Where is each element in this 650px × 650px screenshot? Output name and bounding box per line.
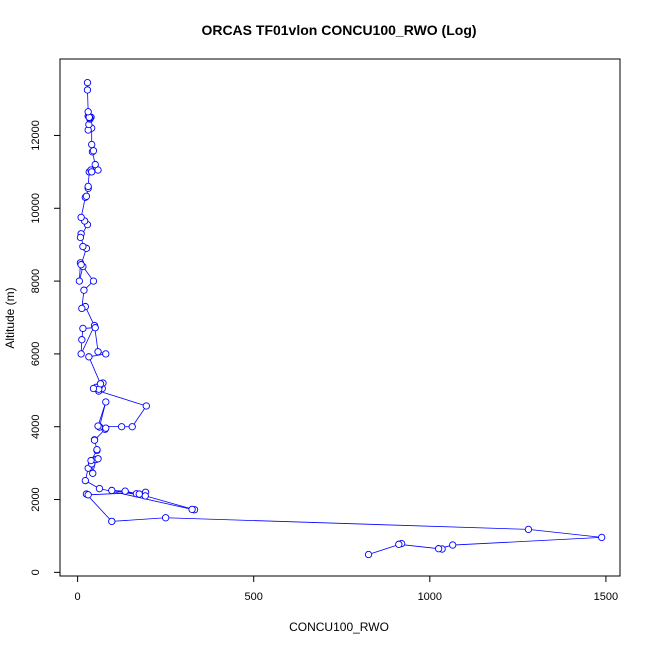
series-line-segment [80,325,95,355]
data-point [77,261,85,269]
series-line-segment [165,517,529,530]
x-tick-label: 1500 [594,591,618,603]
data-point [524,525,533,534]
data-point [449,541,457,549]
data-point [82,192,91,200]
data-point [135,490,143,498]
data-point [78,336,86,344]
data-point [102,350,110,358]
series-line-segment [452,537,602,546]
data-point [75,277,84,285]
y-tick-label: 8000 [30,269,42,293]
x-axis: 0 500 1000 1500 [75,576,618,603]
series-line-segment [111,517,166,522]
series-line-segment [88,356,101,384]
data-point [121,487,129,495]
series-line-segment [86,493,113,522]
data-point [80,286,88,294]
y-tick-label: 6000 [30,342,42,366]
y-tick-label: 12000 [30,120,42,151]
data-point [88,140,96,149]
data-point [83,79,92,87]
data-point [79,324,87,333]
data-point [76,233,85,242]
x-tick-label: 1000 [418,591,442,603]
series-lines [78,82,602,555]
data-point [142,402,150,410]
data-point [79,242,87,251]
x-tick-label: 0 [75,591,81,603]
data-point [91,160,99,169]
data-point [598,533,606,542]
chart-title: ORCAS TF01vlon CONCU100_RWO (Log) [201,22,476,38]
data-point [84,491,92,499]
data-point [77,350,85,358]
data-point [85,353,93,361]
data-point [89,469,97,477]
data-point [90,436,99,444]
y-tick-label: 0 [30,569,42,575]
data-point [395,540,403,548]
data-point [95,484,104,493]
data-point [162,514,170,522]
data-point [91,324,99,332]
series-line-segment [528,528,602,538]
x-tick-label: 500 [245,591,263,603]
data-point [141,492,149,500]
x-axis-label: CONCU100_RWO [289,620,389,634]
data-point [89,277,98,285]
data-point [94,455,102,463]
data-point [77,213,85,222]
data-point [81,476,90,485]
data-point [102,424,110,432]
data-point [83,86,92,94]
series-line-segment [98,390,147,407]
data-point [94,348,102,356]
data-point [128,423,136,431]
y-axis-label: Altitude (m) [3,287,17,348]
y-tick-label: 10000 [30,193,42,224]
data-point [89,147,98,155]
data-point [102,398,110,406]
data-point [93,446,101,454]
data-point [434,545,443,553]
data-point [88,168,96,176]
data-point [96,380,105,388]
data-point [78,304,86,313]
data-point [108,517,116,526]
series-points [75,79,606,559]
data-point [84,108,92,116]
data-point [117,423,126,431]
y-tick-label: 4000 [30,414,42,438]
data-point [188,505,196,514]
series-line-segment [398,543,443,550]
data-point [108,486,116,495]
data-point [87,456,95,465]
plot-frame [59,58,621,577]
data-point [84,182,92,191]
data-point [364,550,373,559]
data-point [94,422,102,430]
data-point [89,384,98,393]
series-line-segment [131,405,147,427]
series-line-segment [97,401,107,427]
y-tick-label: 2000 [30,487,42,511]
y-axis: 0 2000 4000 6000 8000 10000 12000 [30,120,60,575]
